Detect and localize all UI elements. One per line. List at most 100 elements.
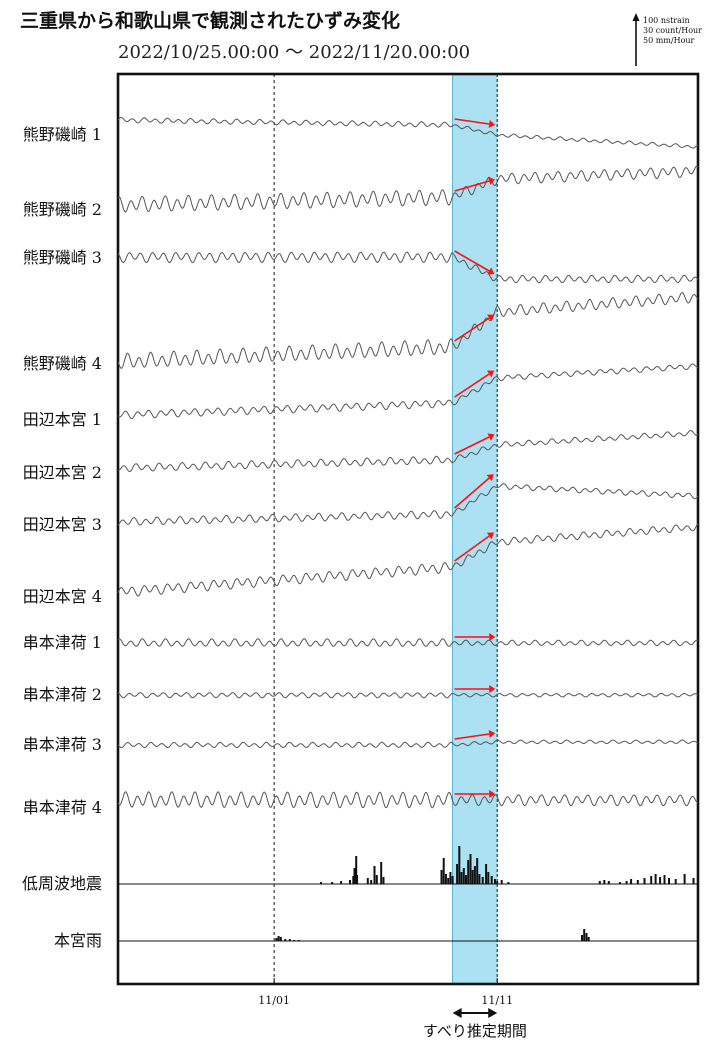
arrowhead-icon	[487, 370, 495, 378]
scale-label-strain: 100 nstrain	[643, 16, 690, 25]
activity-bar	[373, 866, 376, 884]
step-arrow	[454, 477, 490, 509]
activity-bar	[451, 876, 454, 884]
activity-bar	[692, 878, 695, 884]
activity-bar	[284, 939, 287, 941]
slip-period-label: すべり推定期間	[423, 1022, 527, 1040]
activity-bar	[636, 880, 639, 884]
activity-bar	[366, 878, 369, 884]
activity-bar	[471, 870, 474, 884]
activity-bar	[288, 939, 291, 941]
activity-bar	[375, 875, 378, 884]
activity-bar	[630, 879, 633, 884]
activity-bar	[500, 880, 503, 884]
strain-trace	[117, 116, 699, 149]
strain-trace	[117, 165, 699, 213]
activity-bar	[380, 862, 383, 884]
activity-bar	[618, 882, 621, 884]
arrow-right-icon	[488, 1008, 498, 1018]
strain-trace	[117, 791, 699, 809]
step-arrows	[454, 118, 496, 798]
activity-bar	[583, 929, 586, 941]
activity-bar	[297, 940, 300, 941]
series-label: 田辺本宮 4	[23, 587, 102, 606]
series-label: 田辺本宮 1	[23, 410, 102, 429]
arrowhead-icon	[486, 532, 495, 540]
activity-bar	[668, 878, 670, 884]
series-labels: 熊野磯崎 1 熊野磯崎 2 熊野磯崎 3 熊野磯崎 4 田辺本宮 1 田辺本宮 2 田辺本宮…	[22, 125, 102, 950]
step-arrow	[454, 733, 490, 740]
activity-bar	[293, 940, 296, 941]
step-arrow	[454, 180, 490, 192]
activity-bar	[356, 875, 359, 884]
activity-bar	[496, 881, 499, 884]
activity-bar	[370, 880, 373, 884]
series-label: 熊野磯崎 1	[23, 125, 102, 144]
arrowhead-icon	[489, 790, 496, 798]
x-axis-ticks: 11/01 11/11	[258, 978, 513, 1007]
activity-bar	[277, 936, 280, 941]
step-arrow	[454, 317, 490, 342]
x-tick-label: 11/01	[258, 994, 290, 1007]
arrowhead-icon	[487, 267, 495, 275]
activity-bar	[462, 868, 465, 884]
activity-bar	[469, 854, 472, 884]
activity-bar	[444, 874, 447, 884]
series-label: 串本津荷 3	[23, 735, 102, 754]
activity-bar	[674, 879, 677, 884]
activity-bar	[650, 876, 653, 884]
activity-bar	[683, 874, 686, 884]
series-label: 低周波地震	[22, 874, 102, 893]
arrowhead-icon	[489, 685, 496, 693]
activity-bar	[607, 881, 610, 884]
step-arrow	[454, 436, 490, 455]
activity-bar	[279, 937, 282, 941]
activity-bar	[355, 856, 358, 884]
activity-bar	[625, 881, 628, 884]
activity-bar	[478, 874, 481, 884]
activity-bar	[473, 866, 476, 884]
activity-bar	[353, 868, 356, 884]
activity-bar	[340, 881, 343, 884]
arrowhead-icon	[488, 730, 496, 738]
activity-bar	[382, 877, 385, 884]
activity-bar	[585, 933, 588, 941]
activity-bar	[485, 864, 488, 884]
plot-frame	[116, 72, 700, 986]
activity-bar	[460, 872, 463, 884]
series-label: 串本津荷 1	[23, 633, 102, 652]
series-label: 串本津荷 2	[23, 685, 102, 704]
activity-bar	[581, 935, 583, 941]
strain-trace	[117, 638, 699, 647]
activity-bar	[663, 875, 666, 884]
strain-trace	[117, 523, 699, 597]
activity-bar	[465, 875, 467, 884]
scale-arrow-icon	[632, 13, 640, 21]
strain-trace	[117, 483, 699, 526]
activity-bar	[456, 864, 459, 884]
activity-bar	[476, 858, 479, 884]
arrowhead-icon	[487, 433, 495, 441]
activity-bar	[587, 937, 590, 941]
activity-bar	[352, 876, 355, 884]
activity-bar	[494, 879, 496, 884]
strain-trace	[117, 429, 699, 473]
step-arrow	[454, 118, 490, 125]
scale-label-count: 30 count/Hour	[643, 26, 702, 35]
strain-trace	[117, 292, 699, 370]
series-label: 田辺本宮 3	[23, 515, 102, 534]
arrowhead-icon	[488, 177, 495, 185]
chart-title: 三重県から和歌山県で観測されたひずみ変化	[20, 9, 400, 32]
activity-bars	[118, 846, 698, 942]
step-arrow	[454, 250, 490, 272]
arrowhead-icon	[486, 474, 494, 482]
x-tick-label: 11/11	[481, 994, 513, 1007]
activity-bar	[507, 882, 510, 884]
activity-bar	[654, 874, 657, 884]
activity-bar	[598, 881, 601, 884]
step-arrow	[454, 373, 490, 398]
activity-bar	[603, 880, 606, 884]
arrow-left-icon	[452, 1008, 462, 1018]
series-label: 串本津荷 4	[23, 798, 102, 817]
strain-traces	[117, 116, 699, 809]
